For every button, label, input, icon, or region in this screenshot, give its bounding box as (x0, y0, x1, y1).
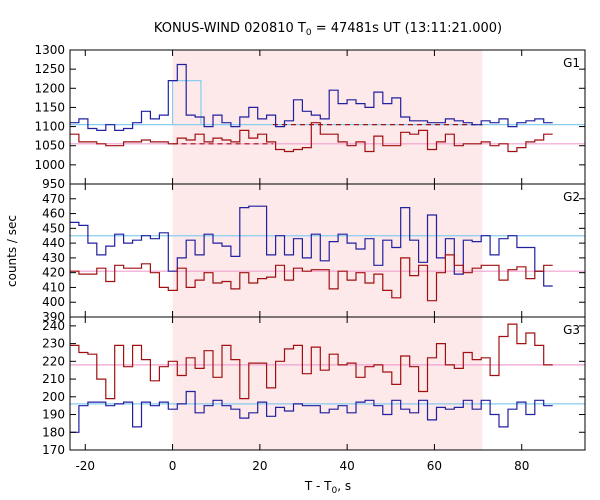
y-tick-label: 220 (42, 354, 65, 368)
y-tick-label: 950 (42, 177, 65, 191)
y-tick-label: 420 (42, 266, 65, 280)
y-tick-label: 190 (42, 408, 65, 422)
y-tick-label: 430 (42, 251, 65, 265)
panel-label: G1 (563, 56, 580, 70)
y-tick-label: 400 (42, 295, 65, 309)
y-tick-label: 460 (42, 207, 65, 221)
x-tick-label: -20 (75, 459, 95, 473)
x-tick-label: 40 (339, 459, 354, 473)
y-tick-label: 230 (42, 337, 65, 351)
panel-g3: 170 180 190 200 210 220 230 240 G3 (42, 317, 585, 457)
chart-title: KONUS-WIND 020810 T0 = 47481s UT (13:11:… (154, 21, 502, 38)
y-tick-label: 1150 (34, 100, 65, 114)
series-blue-g2 (70, 205, 553, 287)
y-tick-label: 240 (42, 319, 65, 333)
series-red-g3 (70, 323, 553, 400)
y-tick-label: 1050 (34, 139, 65, 153)
y-tick-label: 1200 (34, 81, 65, 95)
series-red-g1 (70, 122, 553, 153)
shaded-interval (172, 50, 483, 450)
panel-frame (69, 316, 586, 451)
x-tick-label: 80 (514, 459, 529, 473)
x-tick-label: 60 (427, 459, 442, 473)
frames (69, 49, 586, 451)
panel-g1: 950 1000 1050 1100 1150 1200 1250 1300 G1 (34, 43, 585, 191)
y-tick-label: 180 (42, 425, 65, 439)
y-tick-label: 470 (42, 192, 65, 206)
y-tick-label: 450 (42, 221, 65, 235)
x-tick-label: 0 (169, 459, 177, 473)
series-blue-g1 (70, 63, 553, 131)
y-tick-label: 1250 (34, 62, 65, 76)
y-tick-label: 1100 (34, 120, 65, 134)
shaded-interval-rect (172, 50, 483, 450)
y-tick-label: 1000 (34, 158, 65, 172)
panels: 9501000105011001150120012501300G13904004… (34, 43, 585, 473)
y-tick-label: 410 (42, 280, 65, 294)
y-tick-label: 210 (42, 372, 65, 386)
y-tick-label: 390 (42, 310, 65, 324)
y-tick-label: 1300 (34, 43, 65, 57)
x-tick-label: 20 (252, 459, 267, 473)
panel-label: G3 (563, 323, 580, 337)
x-axis-label: T - T0, s (304, 479, 351, 496)
y-tick-label: 200 (42, 390, 65, 404)
series-red-g2 (70, 254, 553, 302)
y-axis-label: counts / sec (5, 215, 19, 287)
series-blue-g3 (70, 390, 553, 433)
panel-label: G2 (563, 190, 580, 204)
y-tick-label: 170 (42, 443, 65, 457)
y-tick-label: 440 (42, 236, 65, 250)
